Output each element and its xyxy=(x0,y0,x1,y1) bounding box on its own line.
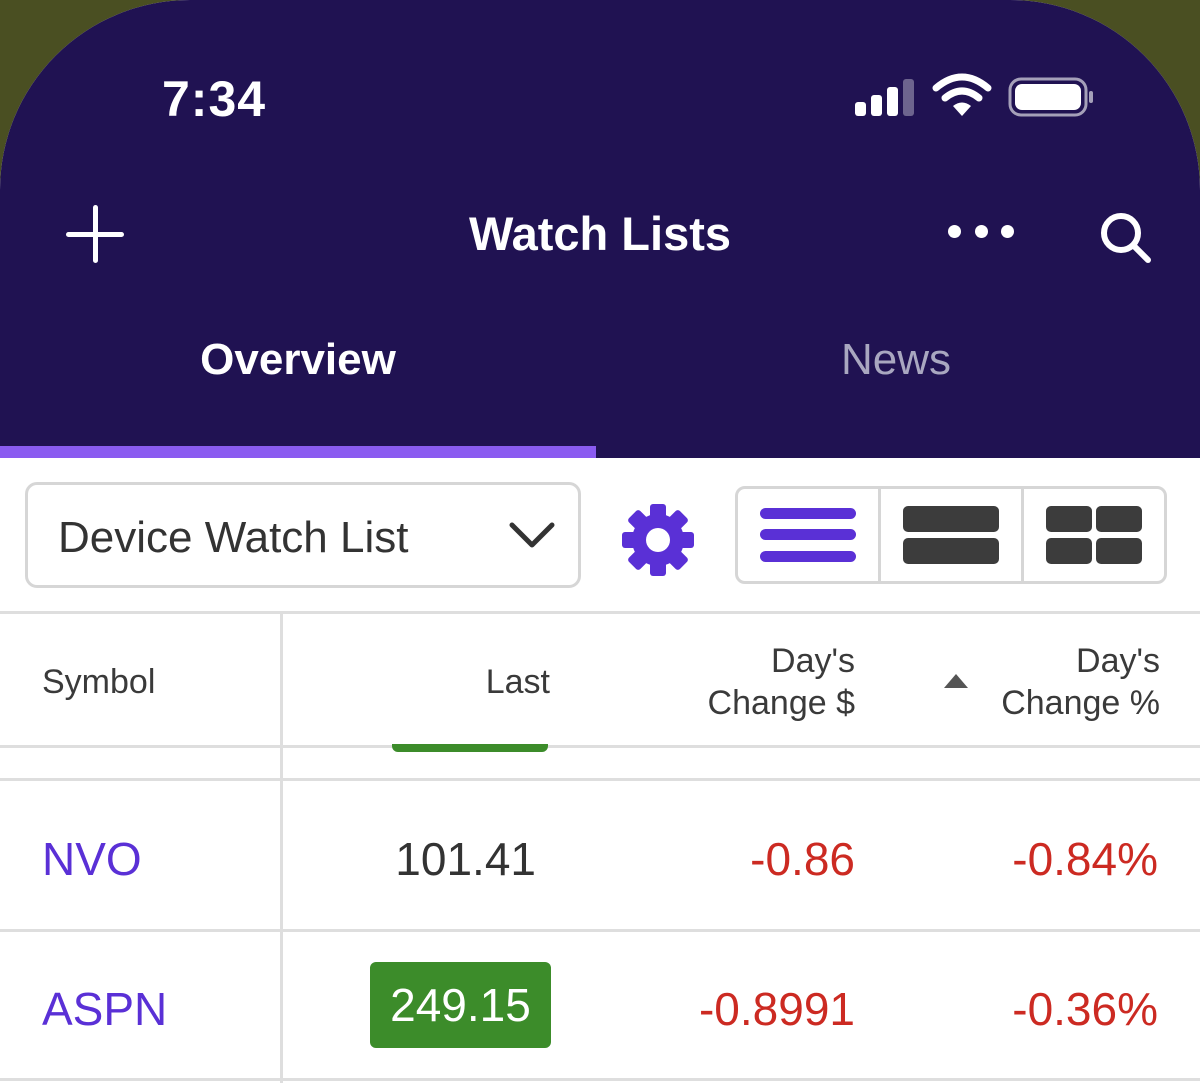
row-symbol[interactable]: ASPN xyxy=(42,983,168,1035)
row-divider xyxy=(0,778,1200,781)
more-options-icon[interactable] xyxy=(948,225,1014,243)
row-pct: -0.36% xyxy=(1012,983,1158,1035)
cellular-signal-icon xyxy=(855,78,915,116)
active-tab-indicator xyxy=(0,446,596,458)
grid-view-icon xyxy=(1046,506,1142,564)
row-symbol[interactable]: NVO xyxy=(42,833,142,885)
partial-row-highlight xyxy=(392,744,548,752)
header-pct-line1: Day's xyxy=(1076,642,1160,680)
chevron-down-icon xyxy=(509,522,555,548)
header-symbol[interactable]: Symbol xyxy=(42,663,156,701)
row-change: -0.8991 xyxy=(698,983,855,1035)
row-last-highlighted: 249.15 xyxy=(370,962,551,1048)
page-title: Watch Lists xyxy=(468,207,731,260)
status-time: 7:34 xyxy=(162,71,267,127)
row-view-icon xyxy=(903,506,999,564)
row-last: 101.41 xyxy=(395,833,536,885)
list-view-button[interactable] xyxy=(738,489,881,581)
tab-news[interactable]: News xyxy=(840,335,952,384)
battery-icon xyxy=(1008,77,1093,117)
header-change-line2: Change $ xyxy=(707,684,855,722)
row-divider xyxy=(0,929,1200,932)
grid-view-button[interactable] xyxy=(1024,489,1164,581)
list-view-icon xyxy=(760,508,856,562)
watchlist-select[interactable]: Device Watch List xyxy=(25,482,581,588)
watchlist-selected-label: Device Watch List xyxy=(58,513,409,562)
view-mode-toggle xyxy=(735,486,1167,584)
header-pct-line2: Change % xyxy=(1001,684,1160,722)
tab-overview[interactable]: Overview xyxy=(200,335,396,384)
row-change: -0.86 xyxy=(750,833,855,885)
header-bottom-border xyxy=(0,745,1200,748)
app-header: 7:34 Watch Lists Overview News xyxy=(0,0,1200,458)
search-icon[interactable] xyxy=(1096,208,1154,266)
sort-ascending-icon xyxy=(944,674,968,688)
table-top-border xyxy=(0,611,1200,614)
gear-icon[interactable] xyxy=(620,502,696,578)
header-last[interactable]: Last xyxy=(485,663,550,701)
column-divider xyxy=(280,614,283,1083)
header-days-change-pct[interactable]: Day's Change % xyxy=(900,640,1160,724)
row-divider xyxy=(0,1078,1200,1081)
wifi-icon xyxy=(932,73,992,116)
header-days-change-dollar[interactable]: Day's Change $ xyxy=(600,640,855,724)
row-view-button[interactable] xyxy=(881,489,1024,581)
header-change-line1: Day's xyxy=(771,642,855,680)
row-pct: -0.84% xyxy=(1012,833,1158,885)
add-watchlist-button[interactable] xyxy=(66,205,124,263)
